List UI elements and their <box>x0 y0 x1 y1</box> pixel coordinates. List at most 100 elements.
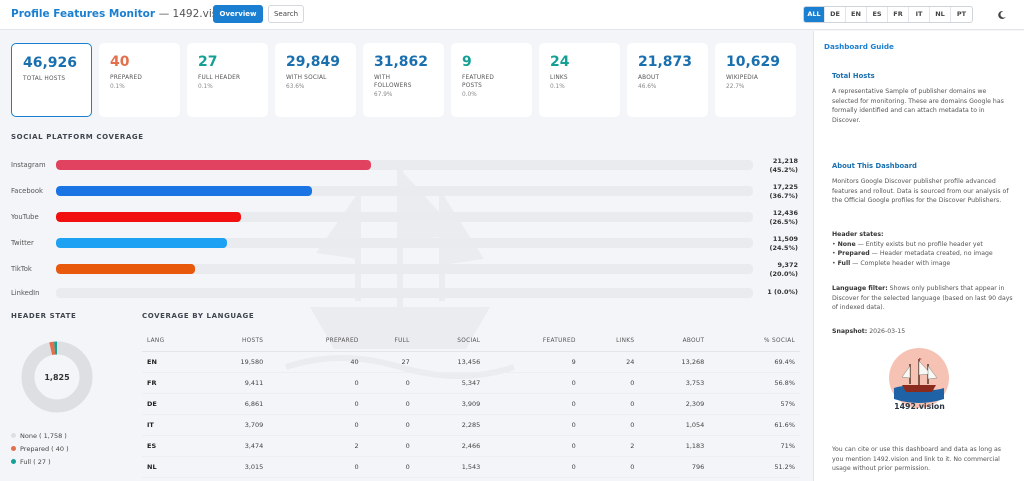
social-percent: (26.5%) <box>769 218 799 226</box>
column-header[interactable]: SOCIAL <box>414 331 486 352</box>
table-row[interactable]: NL 3,015 0 0 1,543 0 0 796 51.2% <box>142 456 800 478</box>
table-cell: 0 <box>268 477 364 481</box>
table-cell: 0 <box>580 393 640 415</box>
state-full-term: Full <box>837 259 851 267</box>
column-header[interactable]: PREPARED <box>268 331 364 352</box>
lang-tab-de[interactable]: DE <box>825 7 846 22</box>
stat-card-links[interactable]: 24 LINKS 0.1% <box>539 43 620 117</box>
table-cell: 40 <box>268 351 364 373</box>
table-cell: 61.6% <box>709 414 800 436</box>
stat-card-total-hosts[interactable]: 46,926 TOTAL HOSTS <box>11 43 92 117</box>
lang-tab-all[interactable]: ALL <box>804 7 825 22</box>
table-cell: 13,456 <box>414 351 486 373</box>
state-prepared-line: • Prepared — Header metadata created, no… <box>832 250 993 257</box>
social-count: 21,218 (45.2%) <box>758 157 799 175</box>
donut-total: 1,825 <box>44 372 70 382</box>
table-cell: 3,709 <box>198 414 269 436</box>
overview-button[interactable]: Overview <box>213 5 263 23</box>
about-description: Monitors Google Discover publisher profi… <box>832 178 1009 204</box>
table-cell: 3,474 <box>198 435 269 457</box>
moon-icon <box>998 10 1006 19</box>
header-states-label: Header states: <box>832 231 884 238</box>
column-header[interactable]: ABOUT <box>639 331 710 352</box>
social-row-youtube: YouTube 12,436 (26.5%) <box>11 209 801 229</box>
state-prepared-desc: — Header metadata created, no image <box>869 250 993 257</box>
lang-tab-pt[interactable]: PT <box>956 10 967 18</box>
donut-slice-full[interactable] <box>21 341 93 413</box>
table-cell: 5,347 <box>414 372 486 394</box>
state-none-line: • None — Entity exists but no profile he… <box>832 240 983 248</box>
column-header[interactable]: LINKS <box>580 331 640 352</box>
state-prepared-term: Prepared <box>837 250 870 257</box>
social-row-tiktok: TikTok 9,372 (20.0%) <box>11 261 801 281</box>
lang-tab-en[interactable]: EN <box>846 7 867 22</box>
stat-card-about[interactable]: 21,873 ABOUT 46.6% <box>627 43 708 117</box>
search-button[interactable]: Search <box>268 5 304 23</box>
top-bar: Profile Features Monitor — 1492.vision O… <box>0 0 1024 30</box>
column-header[interactable]: % SOCIAL <box>709 331 800 352</box>
theme-toggle-button[interactable] <box>993 6 1011 23</box>
social-row-linkedin: LinkedIn 1 (0.0%) <box>11 285 801 305</box>
lang-tab-es[interactable]: ES <box>867 7 888 22</box>
table-row[interactable]: ES 3,474 2 0 2,466 0 2 1,183 71% <box>142 435 800 457</box>
social-coverage-title: SOCIAL PLATFORM COVERAGE <box>11 133 144 141</box>
social-bar-track <box>56 160 753 170</box>
social-count: 9,372 (20.0%) <box>758 261 799 279</box>
table-cell: 71.9% <box>709 477 800 481</box>
social-percent: (36.7%) <box>769 192 799 200</box>
column-header[interactable]: HOSTS <box>198 331 269 352</box>
social-count: 11,509 (24.5%) <box>758 235 799 253</box>
stat-card-with-followers[interactable]: 31,862 WITH FOLLOWERS 67.9% <box>363 43 444 117</box>
table-cell: 51.2% <box>709 456 800 478</box>
language-code-cell: IT <box>142 414 199 436</box>
table-body: EN 19,580 40 27 13,456 9 24 13,268 69.4% FR 9,411 0… <box>142 351 800 481</box>
table-cell: 0 <box>363 435 415 457</box>
legend-label: Prepared ( 40 ) <box>20 444 69 453</box>
app-title-text: Profile Features Monitor <box>11 8 156 20</box>
header-state-donut-chart: 1,825 <box>21 341 93 413</box>
social-count-value: 12,436 <box>772 209 798 217</box>
table-cell: 3,015 <box>198 456 269 478</box>
stat-value: 31,862 <box>374 54 429 70</box>
table-cell: 71% <box>709 435 800 457</box>
stat-card-featured-posts[interactable]: 9 FEATURED POSTS 0.0% <box>451 43 532 117</box>
lang-tab-fr[interactable]: FR <box>888 7 909 22</box>
stat-label: ABOUT <box>638 75 660 81</box>
dashboard-guide-sidebar: Dashboard Guide Total Hosts A representa… <box>813 31 1024 481</box>
stat-label: TOTAL HOSTS <box>23 76 66 82</box>
column-header[interactable]: FEATURED <box>485 331 581 352</box>
lang-tab-it[interactable]: IT <box>909 7 930 22</box>
social-row-twitter: Twitter 11,509 (24.5%) <box>11 235 801 255</box>
table-cell: 0 <box>485 477 581 481</box>
about-heading: About This Dashboard <box>832 162 917 170</box>
table-cell: 27 <box>363 351 415 373</box>
table-row[interactable]: FR 9,411 0 0 5,347 0 0 3,753 56.8% <box>142 372 800 394</box>
table-row[interactable]: DE 6,861 0 0 3,909 0 0 2,309 57% <box>142 393 800 415</box>
language-filter-info: Language filter: Shows only publishers t… <box>832 284 1014 313</box>
table-row[interactable]: PT1,752001,2600044571.9% <box>142 477 800 481</box>
stat-card-prepared[interactable]: 40 PREPARED 0.1% <box>99 43 180 117</box>
social-bar-track <box>56 212 753 222</box>
stat-card-full-header[interactable]: 27 FULL HEADER 0.1% <box>187 43 268 117</box>
stat-percent: 63.6% <box>286 84 305 90</box>
header-states-info: Header states: • None — Entity exists bu… <box>832 230 1014 268</box>
stat-percent: 0.1% <box>550 84 565 90</box>
total-hosts-description: A representative Sample of publisher dom… <box>832 88 1004 124</box>
social-bar-fill <box>56 264 196 274</box>
social-count: 17,225 (36.7%) <box>758 183 799 201</box>
lang-tab-nl[interactable]: NL <box>930 7 951 22</box>
table-cell: 445 <box>639 477 710 481</box>
stat-card-with-social[interactable]: 29,849 WITH SOCIAL 63.6% <box>275 43 356 117</box>
social-count-value: 9,372 <box>777 261 798 269</box>
stat-card-wikipedia[interactable]: 10,629 WIKIPEDIA 22.7% <box>715 43 796 117</box>
column-header[interactable]: FULL <box>363 331 415 352</box>
column-header[interactable]: LANG <box>142 331 199 352</box>
stat-label: LINKS <box>550 75 568 81</box>
table-cell: 0 <box>485 414 581 436</box>
table-cell: 6,861 <box>198 393 269 415</box>
header-state-title: HEADER STATE <box>11 312 77 320</box>
table-row[interactable]: EN 19,580 40 27 13,456 9 24 13,268 69.4% <box>142 351 800 373</box>
table-row[interactable]: IT 3,709 0 0 2,285 0 0 1,054 61.6% <box>142 414 800 436</box>
stat-percent: 22.7% <box>726 84 745 90</box>
social-row-facebook: Facebook 17,225 (36.7%) <box>11 183 801 203</box>
